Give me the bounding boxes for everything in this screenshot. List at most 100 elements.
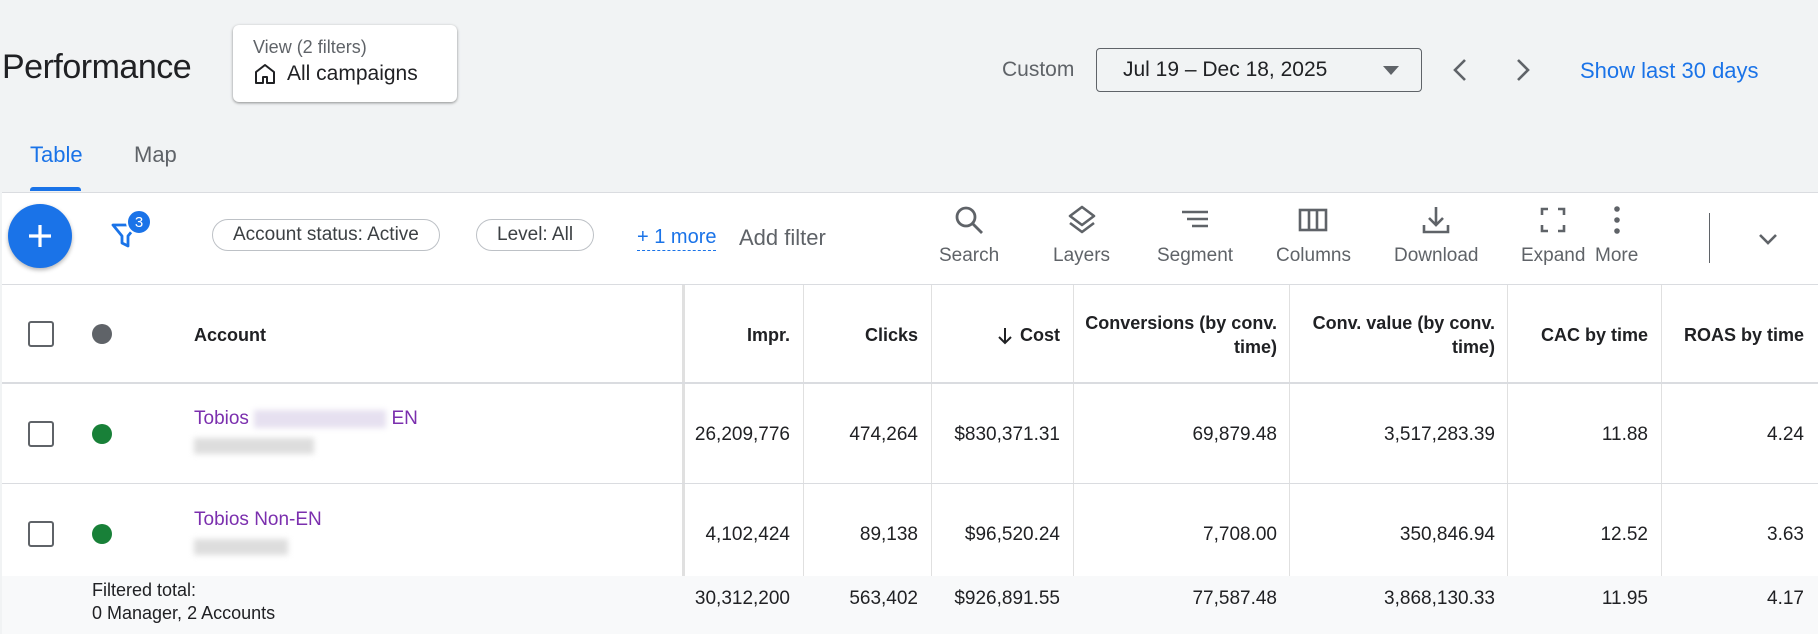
status-header-icon [92,324,112,344]
search-button[interactable]: Search [939,203,999,275]
account-link[interactable]: Tobios EN [194,408,418,430]
cost-value: $830,371.31 [954,424,1060,445]
more-filters-link[interactable]: + 1 more [637,226,717,251]
total-roas-value: 4.17 [1767,588,1804,609]
columns-label: Columns [1276,245,1351,266]
more-button[interactable]: More [1595,203,1638,275]
date-range-value: Jul 19 – Dec 18, 2025 [1123,58,1328,81]
column-divider [1661,285,1662,634]
column-header-impr[interactable]: Impr. [746,325,790,345]
next-period-button[interactable] [1504,52,1540,88]
columns-icon [1299,208,1328,232]
add-filter-button[interactable]: Add filter [739,225,826,250]
add-button[interactable] [8,204,72,268]
column-header-conversions[interactable]: Conversions (by conv. time) [1082,311,1277,359]
fullscreen-icon [1540,207,1566,233]
tab-map[interactable]: Map [134,142,177,167]
row-checkbox[interactable] [28,521,54,547]
column-header-roas[interactable]: ROAS by time [1683,325,1804,345]
toolbar-divider [1709,213,1710,263]
plus-icon [29,225,51,247]
account-name-suffix: EN [391,408,418,429]
total-cost-value: $926,891.55 [954,588,1060,609]
chevron-left-icon [1453,59,1466,81]
segment-label: Segment [1157,245,1234,266]
filter-count-badge: 3 [126,209,152,235]
roas-value: 4.24 [1767,424,1804,445]
redacted-account-id [194,539,288,555]
conversions-value: 7,708.00 [1203,524,1277,545]
search-label: Search [939,245,1000,266]
download-label: Download [1394,245,1479,266]
layers-button[interactable]: Layers [1053,203,1110,275]
column-divider [1073,285,1074,634]
column-divider [1507,285,1508,634]
cac-value: 12.52 [1600,524,1648,545]
column-divider [1289,285,1290,634]
column-header-conv-value[interactable]: Conv. value (by conv. time) [1298,311,1495,359]
columns-button[interactable]: Columns [1276,203,1351,275]
expand-label: Expand [1521,245,1586,266]
filtered-total-title: Filtered total: [92,580,197,600]
download-icon [1422,207,1450,234]
row-checkbox[interactable] [28,421,54,447]
clicks-value: 89,138 [859,524,918,545]
column-header-cost-label: Cost [1020,325,1060,345]
cac-value: 11.88 [1601,424,1648,445]
search-icon [955,206,984,234]
segment-icon [1182,210,1209,228]
table-row: Tobios Non-EN 4,102,424 89,138 $96,520.2… [2,477,1818,577]
view-label: View (2 filters) [253,37,367,57]
filtered-total-summary: 0 Manager, 2 Accounts [92,603,276,623]
roas-value: 3.63 [1767,524,1804,545]
view-selector[interactable]: View (2 filters) All campaigns [233,25,457,102]
caret-down-icon [1383,66,1399,75]
chevron-down-icon [1759,234,1777,245]
redacted-text [254,409,387,428]
arrow-down-icon [998,328,1012,345]
account-link[interactable]: Tobios Non-EN [194,509,322,530]
more-vert-icon [1613,206,1620,234]
date-range-selector[interactable]: Jul 19 – Dec 18, 2025 [1096,48,1422,92]
status-enabled-icon [92,524,112,544]
segment-button[interactable]: Segment [1157,203,1233,275]
total-conversions-value: 77,587.48 [1192,588,1277,609]
column-header-conv-value-line2: time) [1451,337,1495,357]
redacted-account-id [194,438,314,454]
previous-period-button[interactable] [1443,52,1479,88]
column-header-conversions-line2: time) [1233,337,1277,357]
impr-value: 4,102,424 [705,524,790,545]
table-header-row: Account Impr. Clicks Cost Conversions (b… [2,285,1818,384]
column-header-conv-value-line1: Conv. value (by conv. [1312,313,1495,333]
column-header-clicks[interactable]: Clicks [864,325,918,345]
filtered-total-label: Filtered total: 0 Manager, 2 Accounts [92,579,275,625]
column-header-cac[interactable]: CAC by time [1540,325,1648,345]
view-value: All campaigns [287,62,418,85]
collapse-button[interactable] [1750,221,1786,257]
column-divider [682,285,685,634]
total-cac-value: 11.95 [1601,588,1648,609]
total-clicks-value: 563,402 [849,588,918,609]
table-panel: 3 Account status: Active Level: All + 1 … [2,192,1818,634]
layers-icon [1068,205,1095,234]
conversions-value: 69,879.48 [1192,424,1277,445]
impr-value: 26,209,776 [694,424,790,445]
column-header-account[interactable]: Account [194,325,266,345]
filter-chip-level[interactable]: Level: All [476,219,595,251]
total-conv-value-value: 3,868,130.33 [1384,588,1495,609]
layers-label: Layers [1053,245,1111,266]
filter-chip-account-status[interactable]: Account status: Active [212,219,440,251]
column-divider [931,285,932,634]
date-range-type: Custom [1002,58,1075,81]
column-header-conversions-line1: Conversions (by conv. [1085,313,1277,333]
select-all-checkbox[interactable] [28,321,54,347]
status-enabled-icon [92,424,112,444]
column-divider [803,285,804,634]
download-button[interactable]: Download [1394,203,1479,275]
home-icon [255,64,275,84]
expand-button[interactable]: Expand [1521,203,1585,275]
show-last-30-days-link[interactable]: Show last 30 days [1580,58,1759,83]
tab-table[interactable]: Table [30,142,83,167]
column-header-cost[interactable]: Cost [942,323,1060,347]
account-name-prefix: Tobios [194,408,249,429]
